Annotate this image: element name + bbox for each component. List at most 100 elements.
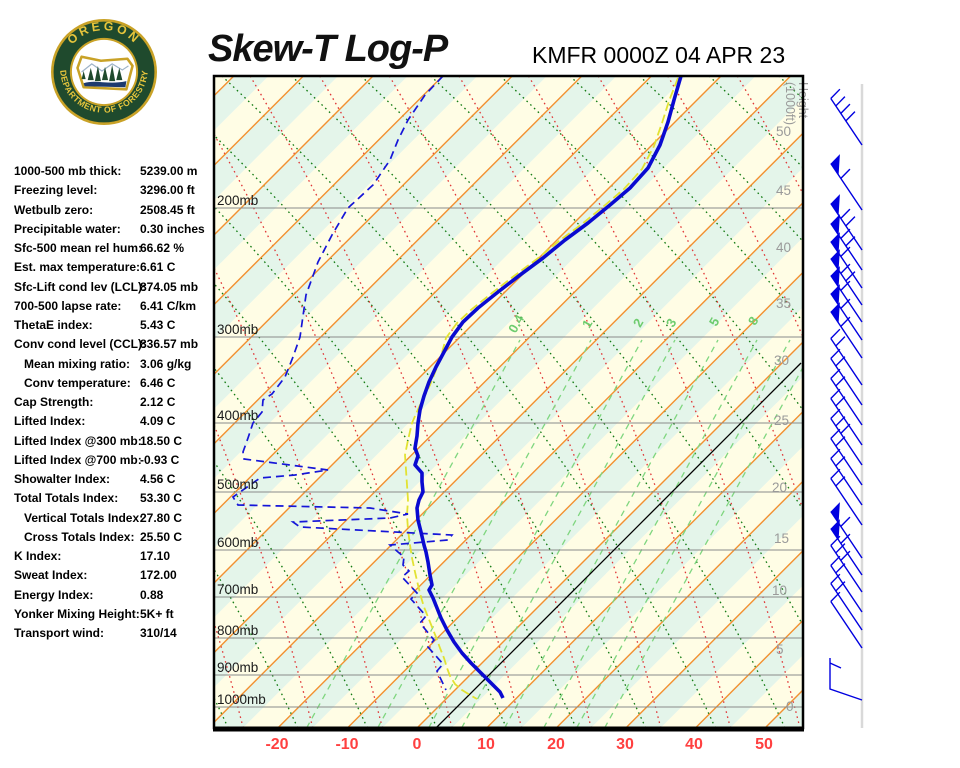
wind-barb [830, 573, 863, 631]
index-value: 25.50 C [140, 529, 183, 544]
wind-barb [830, 519, 863, 576]
index-label: Transport wind: [14, 626, 104, 640]
index-row: Sfc-Lift cond lev (LCL): 874.05 mb [0, 280, 212, 299]
index-row: Mean mixing ratio: 3.06 g/kg [0, 357, 212, 376]
index-label: Sweat Index: [14, 568, 88, 583]
index-value: 874.05 mb [140, 279, 199, 294]
index-row: Cross Totals Index: 25.50 C [0, 530, 212, 549]
index-value: 5239.00 m [140, 164, 198, 178]
index-row: Lifted Index @300 mb: 18.50 C [0, 434, 212, 453]
index-row: Conv temperature: 6.46 C [0, 376, 212, 395]
surface-wind-barb [829, 658, 863, 701]
index-row: Est. max temperature: 6.61 C [0, 260, 212, 279]
index-value: -0.93 C [140, 452, 180, 467]
index-value: 5K+ ft [140, 606, 174, 621]
pressure-label: 900mb [217, 660, 258, 675]
index-label: Wetbulb zero: [14, 202, 94, 217]
index-row: K Index: 17.10 [0, 549, 212, 568]
index-row: Showalter Index: 4.56 C [0, 472, 212, 491]
wind-barb [830, 194, 863, 251]
index-label: Est. max temperature: [14, 260, 141, 275]
index-value: 6.61 C [140, 260, 176, 275]
height-label: 20 [772, 480, 787, 495]
x-axis-tick-label: -20 [265, 736, 288, 753]
temperature-curve [413, 77, 683, 699]
index-value: 6.46 C [140, 375, 176, 390]
index-row: Energy Index: 0.88 [0, 588, 212, 607]
index-label: Showalter Index: [14, 472, 111, 486]
background-bands [215, 77, 802, 727]
odf-logo: OREGON DEPARTMENT OF FORESTRY [51, 19, 157, 125]
dewpoint-curve [231, 77, 454, 691]
index-row: Total Totals Index: 53.30 C [0, 491, 212, 510]
index-value: 2.12 C [140, 395, 176, 409]
wind-barb [830, 428, 863, 486]
index-label: Conv temperature: [24, 375, 131, 390]
x-axis-tick-label: 0 [413, 736, 422, 753]
index-row: Yonker Mixing Height: 5K+ ft [0, 607, 212, 626]
height-label: 35 [776, 296, 791, 311]
index-label: ThetaE index: [14, 318, 93, 332]
index-value: 6.41 C/km [140, 298, 197, 313]
pressure-label: 800mb [217, 623, 258, 638]
wind-barb [830, 302, 863, 359]
height-label: 0 [786, 699, 794, 714]
index-value: 18.50 C [140, 433, 183, 448]
index-value: 17.10 [140, 549, 171, 563]
x-axis-tick-label: 50 [755, 736, 773, 753]
wind-barb [830, 154, 863, 211]
index-value: 836.57 mb [140, 337, 199, 352]
height-label: 10 [772, 583, 787, 598]
index-label: Lifted Index @700 mb: [14, 452, 142, 467]
wind-barb [830, 368, 863, 426]
index-value: 0.88 [140, 587, 164, 602]
index-label: Sfc-Lift cond lev (LCL): [14, 279, 146, 294]
index-row: Wetbulb zero: 2508.45 ft [0, 203, 212, 222]
index-label: Cross Totals Index: [24, 529, 135, 544]
index-label: Energy Index: [14, 587, 94, 602]
pressure-label: 200mb [217, 193, 258, 208]
wind-barb [830, 348, 863, 406]
wetbulb-curve [404, 77, 679, 700]
station-time-label: KMFR 0000Z 04 APR 23 [532, 42, 786, 68]
pressure-label: 1000mb [217, 692, 266, 707]
height-label: 15 [774, 531, 789, 546]
index-label: Lifted Index @300 mb: [14, 433, 142, 448]
index-row: Cap Strength: 2.12 C [0, 395, 212, 414]
index-label: Vertical Totals Index: [24, 510, 144, 525]
x-axis-tick-label: 40 [685, 736, 703, 753]
index-row: Precipitable water: 0.30 inches [0, 222, 212, 241]
wind-barb [830, 468, 863, 526]
index-row: Lifted Index @700 mb: -0.93 C [0, 453, 212, 472]
x-axis-tick-label: 10 [477, 736, 495, 753]
index-label: Yonker Mixing Height: [14, 606, 140, 621]
pressure-label: 700mb [217, 582, 258, 597]
page-title: Skew-T Log-P [208, 28, 448, 70]
index-value: 5.43 C [140, 318, 176, 332]
dry-adiabats [215, 77, 802, 727]
wind-barb [830, 388, 863, 446]
index-row: Sweat Index: 172.00 [0, 568, 212, 587]
index-label: Mean mixing ratio: [24, 356, 131, 371]
moist-adiabats [215, 77, 802, 727]
x-axis-tick-label: -10 [335, 736, 358, 753]
height-label: 45 [776, 183, 791, 198]
index-value: 310/14 [140, 626, 177, 640]
height-label: 25 [774, 413, 789, 428]
isotherms [215, 77, 802, 727]
index-value: 27.80 C [140, 510, 183, 525]
wind-barbs [829, 84, 864, 728]
x-axis-labels: -20 -10 0 10 20 30 40 50 [265, 736, 773, 753]
height-label: 50 [776, 124, 791, 139]
index-row: Transport wind: 310/14 [0, 626, 212, 645]
index-label: Conv cond level (CCL): [14, 337, 147, 352]
index-value: 66.62 % [140, 241, 185, 255]
index-row: Freezing level: 3296.00 ft [0, 183, 212, 202]
logo-state-emblem [76, 55, 134, 91]
index-row: Sfc-500 mean rel hum: 66.62 % [0, 241, 212, 260]
wind-barb [830, 502, 863, 559]
index-value: 2508.45 ft [140, 202, 195, 217]
wind-barb [830, 448, 863, 506]
